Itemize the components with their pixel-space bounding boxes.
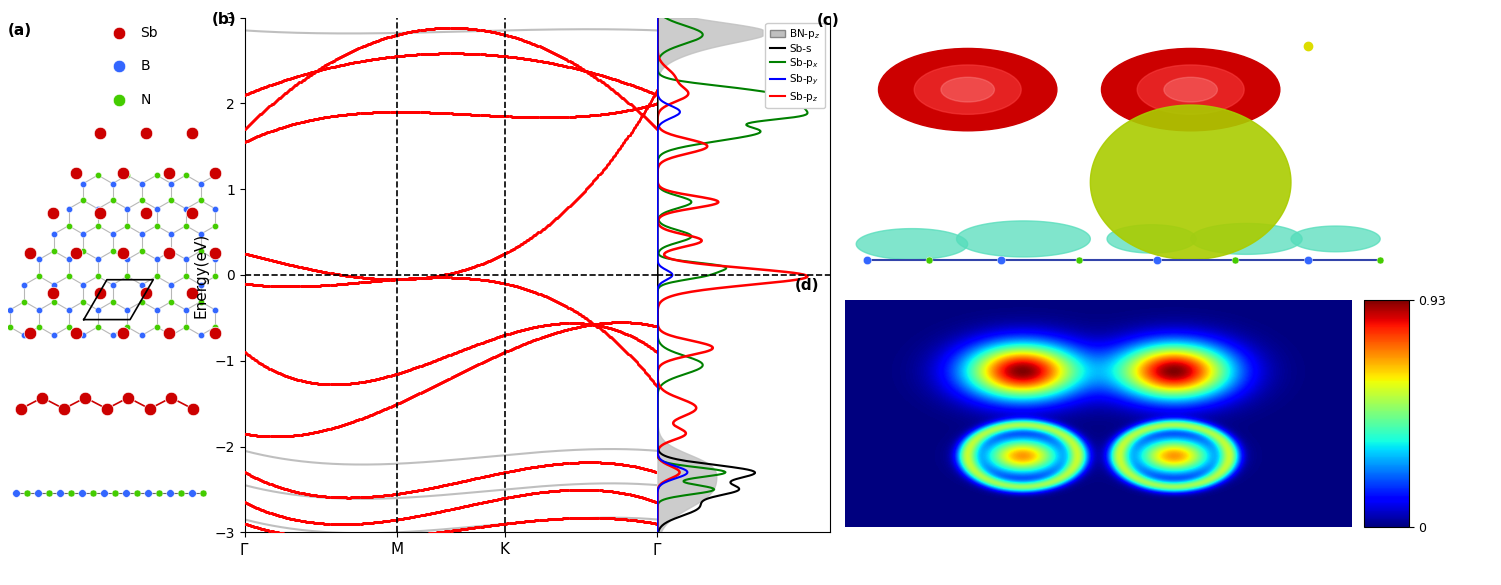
Text: (d): (d) bbox=[794, 278, 820, 293]
Polygon shape bbox=[1108, 225, 1196, 253]
Circle shape bbox=[878, 49, 1057, 131]
Text: N: N bbox=[141, 93, 152, 107]
Text: (b): (b) bbox=[212, 12, 236, 27]
Polygon shape bbox=[1090, 105, 1291, 260]
Text: (a): (a) bbox=[8, 23, 32, 37]
Text: Sb: Sb bbox=[141, 26, 158, 40]
Circle shape bbox=[1138, 65, 1244, 114]
Polygon shape bbox=[1291, 226, 1381, 252]
Text: B: B bbox=[141, 60, 150, 74]
Circle shape bbox=[1163, 77, 1217, 102]
Y-axis label: Energy(eV): Energy(eV) bbox=[194, 232, 209, 318]
Legend: BN-p$_z$, Sb-s, Sb-p$_x$, Sb-p$_y$, Sb-p$_z$: BN-p$_z$, Sb-s, Sb-p$_x$, Sb-p$_y$, Sb-p… bbox=[766, 23, 826, 108]
Polygon shape bbox=[1190, 223, 1303, 254]
Polygon shape bbox=[856, 229, 968, 260]
Circle shape bbox=[914, 65, 1021, 114]
Circle shape bbox=[941, 77, 995, 102]
Polygon shape bbox=[956, 221, 1090, 257]
Text: (c): (c) bbox=[817, 13, 841, 28]
Circle shape bbox=[1102, 49, 1280, 131]
